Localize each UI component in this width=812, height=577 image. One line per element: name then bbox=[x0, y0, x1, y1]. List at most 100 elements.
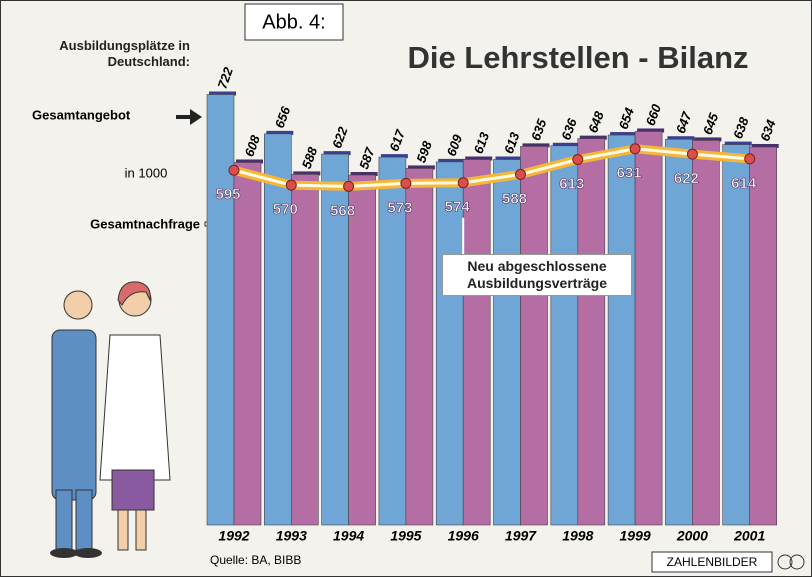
point bbox=[515, 168, 526, 180]
chart-title: Die Lehrstellen - Bilanz bbox=[407, 40, 748, 75]
value-label: 570 bbox=[273, 201, 298, 218]
bar bbox=[692, 140, 720, 526]
bar bbox=[607, 134, 636, 526]
bar bbox=[634, 131, 663, 526]
value-label: 638 bbox=[730, 115, 752, 141]
value-label: 574 bbox=[445, 199, 471, 216]
point bbox=[228, 164, 240, 176]
bar bbox=[348, 174, 376, 526]
bar-top bbox=[579, 135, 607, 140]
value-label: 614 bbox=[731, 175, 757, 192]
arrow bbox=[176, 109, 202, 125]
bar-top bbox=[465, 156, 493, 161]
bar-top bbox=[694, 137, 722, 142]
bar-top bbox=[495, 156, 523, 161]
value-label: 609 bbox=[444, 132, 466, 158]
point bbox=[629, 143, 641, 155]
value-label: 568 bbox=[330, 202, 355, 219]
value-label: 617 bbox=[386, 127, 408, 153]
figure-label-box bbox=[244, 3, 344, 41]
value-label: 631 bbox=[617, 165, 642, 182]
point bbox=[572, 153, 584, 165]
bar-top bbox=[667, 136, 695, 141]
bar-top bbox=[407, 165, 435, 170]
illustration bbox=[50, 281, 171, 558]
value-label: 598 bbox=[413, 138, 435, 164]
x-tick-label: 2001 bbox=[733, 528, 765, 544]
x-tick-label: 1995 bbox=[390, 528, 421, 544]
bar-top bbox=[724, 141, 752, 146]
bar bbox=[577, 138, 606, 526]
bar bbox=[263, 133, 292, 526]
x-tick-label: 2000 bbox=[676, 528, 708, 544]
point bbox=[457, 177, 469, 189]
bar bbox=[749, 146, 778, 526]
bar bbox=[378, 156, 407, 526]
bar bbox=[405, 168, 434, 526]
bar bbox=[722, 144, 751, 526]
legend-label: Gesamtangebot bbox=[32, 107, 131, 122]
x-tick-label: 1996 bbox=[448, 528, 479, 544]
bar-top bbox=[610, 132, 638, 137]
bar-top bbox=[522, 143, 550, 148]
x-tick-label: 1998 bbox=[562, 528, 593, 544]
value-label: 613 bbox=[501, 129, 523, 155]
bar bbox=[520, 146, 548, 526]
value-label: 588 bbox=[299, 144, 321, 170]
bar-top bbox=[751, 143, 779, 148]
value-label: 613 bbox=[471, 129, 493, 155]
x-tick-label: 1997 bbox=[505, 528, 537, 544]
value-label: 648 bbox=[585, 109, 607, 135]
value-label: 636 bbox=[558, 116, 580, 142]
bar-top bbox=[236, 159, 263, 164]
publisher: ZAHLENBILDER bbox=[667, 555, 758, 569]
value-label: 635 bbox=[528, 116, 550, 142]
value-label: 656 bbox=[272, 104, 294, 130]
point bbox=[744, 153, 756, 165]
value-label: 622 bbox=[329, 124, 351, 150]
bar bbox=[435, 161, 464, 526]
line-label: Neu abgeschlossene Ausbildungsverträge bbox=[442, 254, 632, 296]
source: Quelle: BA, BIBB bbox=[210, 553, 301, 567]
value-label: 587 bbox=[356, 145, 378, 171]
x-tick-label: 1999 bbox=[620, 528, 651, 544]
bar bbox=[206, 94, 235, 526]
value-label: 588 bbox=[502, 190, 527, 207]
bar-top bbox=[266, 130, 294, 135]
x-tick-label: 1994 bbox=[333, 528, 364, 544]
value-label: 654 bbox=[616, 105, 638, 131]
bar-top bbox=[323, 151, 351, 156]
point bbox=[686, 148, 698, 160]
point bbox=[400, 177, 412, 189]
subtitle: Ausbildungsplätze in Deutschland: bbox=[59, 38, 190, 69]
value-label: 645 bbox=[700, 110, 722, 136]
bar-top bbox=[552, 142, 580, 147]
value-label: 573 bbox=[387, 199, 412, 216]
bar bbox=[290, 174, 319, 526]
bar-top bbox=[637, 128, 665, 133]
bar bbox=[665, 138, 693, 526]
value-label: 634 bbox=[757, 117, 779, 143]
bar bbox=[462, 159, 491, 526]
line bbox=[233, 147, 750, 188]
value-label: 595 bbox=[215, 186, 240, 203]
bar bbox=[321, 153, 349, 526]
value-label: 613 bbox=[559, 175, 584, 192]
bar-top bbox=[438, 158, 466, 163]
point bbox=[343, 180, 355, 192]
value-label: 660 bbox=[643, 101, 665, 127]
value-label: 608 bbox=[241, 132, 263, 158]
bar-top bbox=[380, 154, 408, 159]
bar bbox=[233, 162, 262, 526]
bar-top bbox=[350, 172, 378, 177]
publisher-box bbox=[651, 551, 773, 573]
logo bbox=[777, 554, 805, 570]
value-label: 722 bbox=[214, 64, 236, 90]
bar-top bbox=[209, 91, 236, 96]
bar bbox=[550, 145, 579, 526]
value-label: 622 bbox=[674, 170, 699, 187]
bar bbox=[493, 159, 521, 526]
x-tick-label: 1992 bbox=[218, 528, 249, 544]
